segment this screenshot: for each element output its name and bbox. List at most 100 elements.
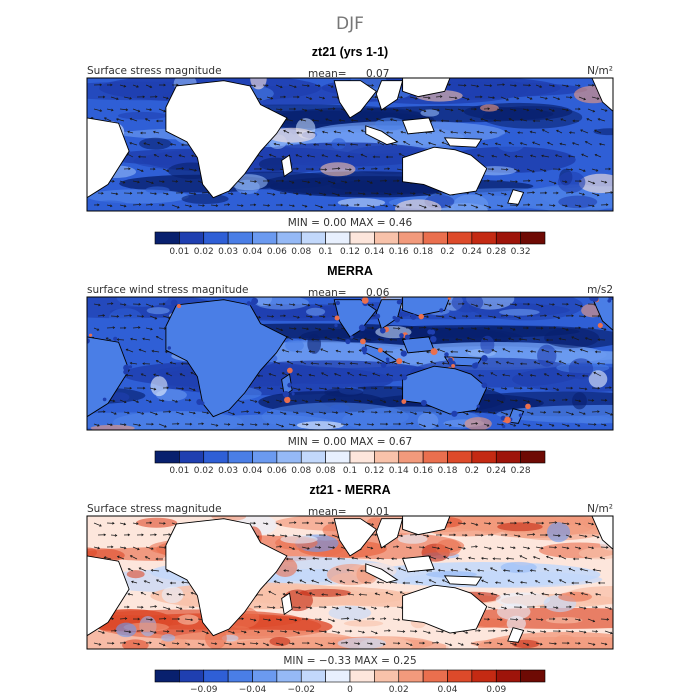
wind-arrow-head: [295, 154, 299, 157]
wind-arrow: [157, 142, 164, 146]
wind-arrow-head: [292, 423, 296, 427]
landmass-africa: [165, 518, 288, 637]
stress-patch: [299, 588, 352, 597]
wind-arrow: [405, 108, 412, 112]
wind-arrow-head: [566, 328, 569, 331]
wind-arrow-head: [311, 629, 314, 633]
wind-arrow-head: [137, 617, 141, 621]
wind-arrow-head: [400, 410, 403, 414]
wind-arrow: [597, 363, 606, 365]
wind-arrow-head: [253, 84, 257, 88]
wind-arrow-head: [436, 641, 440, 644]
wind-arrow-head: [397, 641, 401, 645]
wind-arrow-head: [465, 631, 469, 634]
wind-arrow: [409, 192, 416, 194]
wind-arrow: [305, 411, 314, 415]
colorbar-swatch: [300, 669, 326, 683]
wind-arrow-head: [586, 360, 590, 364]
mean-label: mean=: [308, 287, 347, 299]
wind-arrow: [119, 204, 126, 207]
wind-arrow: [530, 591, 537, 596]
wind-arrow-head: [292, 303, 296, 307]
wind-arrow-head: [532, 605, 536, 609]
stress-patch: [417, 412, 439, 430]
colorbar-swatch: [252, 231, 278, 245]
wind-arrow-head: [181, 629, 185, 633]
wind-arrow: [509, 303, 517, 306]
wind-arrow: [188, 387, 196, 391]
wind-arrow: [188, 192, 196, 195]
wind-arrow: [535, 580, 541, 584]
wind-arrow-head: [569, 605, 572, 609]
land-speckle: [291, 373, 298, 380]
wind-arrow: [292, 192, 299, 195]
wind-arrow: [366, 180, 373, 184]
wind-arrow: [587, 361, 593, 365]
wind-arrow-head: [436, 348, 440, 351]
wind-arrow: [298, 558, 307, 560]
land-speckle: [396, 358, 403, 365]
wind-arrow-head: [360, 129, 364, 133]
wind-arrow-head: [441, 362, 445, 365]
wind-arrow: [331, 534, 340, 538]
landmass-namerica: [591, 297, 613, 331]
wind-arrow: [142, 338, 151, 341]
land-speckle: [350, 335, 354, 339]
wind-arrow-head: [268, 590, 271, 594]
wind-arrow: [513, 96, 519, 100]
wind-arrow-head: [127, 605, 130, 609]
wind-arrow-head: [501, 304, 504, 307]
wind-arrow-head: [475, 304, 479, 308]
wind-arrow-head: [141, 629, 144, 633]
wind-arrow-head: [98, 642, 102, 646]
wind-arrow-head: [142, 386, 146, 390]
wind-arrow-head: [506, 361, 509, 364]
wind-arrow-head: [310, 361, 314, 365]
wind-arrow: [508, 338, 515, 341]
wind-arrow: [509, 108, 516, 111]
land-speckle: [607, 298, 612, 303]
wind-arrow-head: [295, 591, 299, 594]
wind-arrow-head: [474, 107, 477, 111]
wind-arrow-head: [149, 85, 153, 88]
wind-arrow-head: [141, 605, 144, 609]
wind-arrow: [506, 361, 515, 365]
wind-arrow: [487, 96, 495, 99]
land-speckle: [410, 314, 417, 320]
wind-arrow: [593, 371, 602, 377]
wind-arrow: [249, 423, 257, 426]
wind-arrow: [318, 630, 327, 633]
wind-arrow-head: [595, 592, 598, 596]
colorbar-swatch: [252, 669, 278, 683]
wind-arrow-head: [517, 131, 520, 135]
stress-patch: [500, 561, 537, 573]
wind-arrow: [535, 423, 542, 426]
wind-arrow-head: [453, 316, 457, 320]
wind-arrow: [110, 411, 117, 415]
wind-arrow-head: [167, 607, 171, 611]
wind-arrow-head: [162, 643, 166, 647]
wind-arrow: [585, 581, 593, 584]
wind-arrow-head: [273, 360, 276, 364]
wind-arrow-head: [556, 191, 559, 195]
wind-arrow-head: [387, 167, 391, 171]
wind-arrow: [288, 303, 295, 306]
wind-arrow: [292, 534, 301, 537]
wind-arrow-head: [279, 618, 283, 622]
wind-arrow: [418, 108, 426, 112]
wind-arrow-head: [177, 617, 181, 621]
wind-arrow-head: [528, 424, 531, 427]
stress-patch: [117, 111, 168, 120]
wind-arrow-head: [504, 130, 507, 133]
wind-arrow-head: [570, 386, 574, 390]
landmass-india: [333, 518, 377, 557]
wind-arrow-head: [591, 546, 595, 550]
wind-arrow-head: [377, 141, 380, 144]
wind-arrow-head: [332, 521, 335, 525]
land-speckle: [613, 297, 617, 301]
wind-arrow: [366, 399, 373, 403]
wind-arrow-head: [294, 618, 298, 622]
wind-arrow-head: [142, 95, 146, 99]
wind-arrow: [375, 593, 381, 596]
wind-arrow-head: [141, 533, 144, 537]
